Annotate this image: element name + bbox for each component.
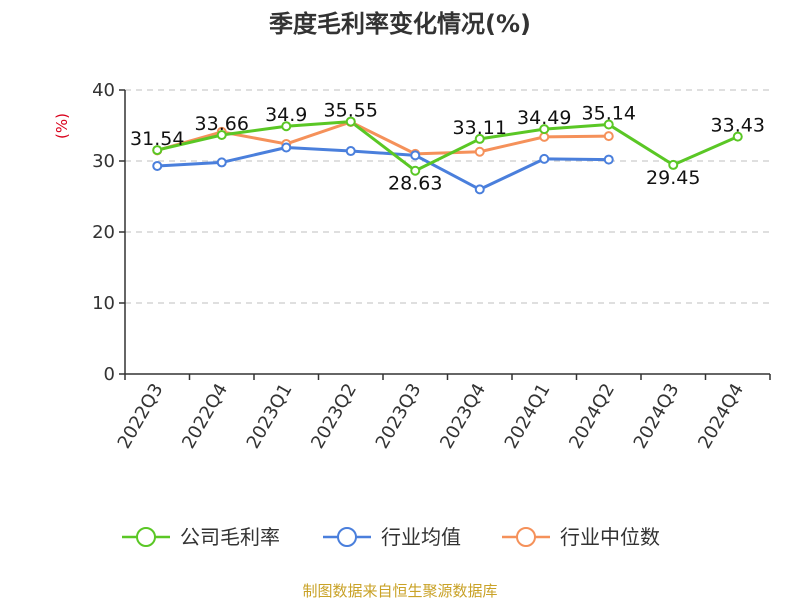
series-line xyxy=(156,120,739,173)
data-label: 31.54 xyxy=(130,128,184,150)
data-label: 35.14 xyxy=(582,103,636,125)
data-point xyxy=(216,130,227,141)
x-tick-label: 2024Q3 xyxy=(630,380,684,452)
x-tick-label: 2022Q3 xyxy=(114,380,168,452)
y-axis-label: (%) xyxy=(53,113,71,139)
data-label: 29.45 xyxy=(646,167,700,189)
series-lines xyxy=(152,116,743,195)
data-label: 33.66 xyxy=(195,113,249,135)
x-tick-label: 2022Q4 xyxy=(178,380,232,452)
data-point xyxy=(474,146,485,157)
legend-swatch-marker xyxy=(136,527,156,547)
data-point xyxy=(410,150,421,161)
y-tick-label: 10 xyxy=(92,293,115,314)
data-point xyxy=(603,119,614,130)
data-point xyxy=(281,121,292,132)
x-tick-label: 2023Q2 xyxy=(307,380,361,452)
data-point xyxy=(474,184,485,195)
y-tick-label: 20 xyxy=(92,222,115,243)
y-tick-label: 40 xyxy=(92,80,115,101)
gridlines xyxy=(125,89,770,304)
data-label: 34.49 xyxy=(517,107,571,129)
data-point xyxy=(732,131,743,142)
data-point xyxy=(152,160,163,171)
legend-label: 行业均值 xyxy=(381,525,461,549)
data-point xyxy=(345,146,356,157)
x-ticks: 2022Q3 2022Q4 2023Q1 2023Q2 2023Q3 2023Q4 2024… xyxy=(114,374,771,452)
data-point xyxy=(603,154,614,165)
legend: 公司毛利率 行业均值 行业中位数 xyxy=(122,525,660,549)
data-point xyxy=(152,145,163,156)
data-point xyxy=(410,165,421,176)
y-tick-label: 30 xyxy=(92,151,115,172)
data-point xyxy=(603,131,614,142)
y-ticks: 0 10 20 30 40 xyxy=(92,80,125,385)
data-point xyxy=(216,157,227,168)
x-tick-label: 2024Q1 xyxy=(501,380,555,452)
data-labels: 31.54 33.66 34.9 35.55 28.63 33.11 34.49 35.14 2… xyxy=(130,100,765,195)
y-tick-label: 0 xyxy=(104,364,115,385)
x-tick-label: 2024Q4 xyxy=(694,380,748,452)
legend-swatch-marker xyxy=(337,527,357,547)
data-point xyxy=(281,142,292,153)
chart-title: 季度毛利率变化情况(%) xyxy=(269,10,531,38)
legend-label: 公司毛利率 xyxy=(180,525,280,549)
legend-swatch-marker xyxy=(516,527,536,547)
data-point xyxy=(345,116,356,127)
x-tick-label: 2024Q2 xyxy=(565,380,619,452)
x-tick-label: 2023Q4 xyxy=(436,380,490,452)
x-tick-label: 2023Q1 xyxy=(243,380,297,452)
data-point xyxy=(668,159,679,170)
data-label: 28.63 xyxy=(388,173,442,195)
legend-label: 行业中位数 xyxy=(560,525,660,549)
data-source-note: 制图数据来自恒生聚源数据库 xyxy=(302,582,497,600)
data-label: 33.43 xyxy=(711,115,765,137)
data-point xyxy=(539,153,550,164)
data-point xyxy=(539,124,550,135)
data-label: 33.11 xyxy=(453,117,507,139)
data-point xyxy=(474,133,485,144)
data-label: 34.9 xyxy=(265,104,307,126)
series-line xyxy=(157,146,609,191)
data-label: 35.55 xyxy=(324,100,378,122)
x-tick-label: 2023Q3 xyxy=(372,380,426,452)
